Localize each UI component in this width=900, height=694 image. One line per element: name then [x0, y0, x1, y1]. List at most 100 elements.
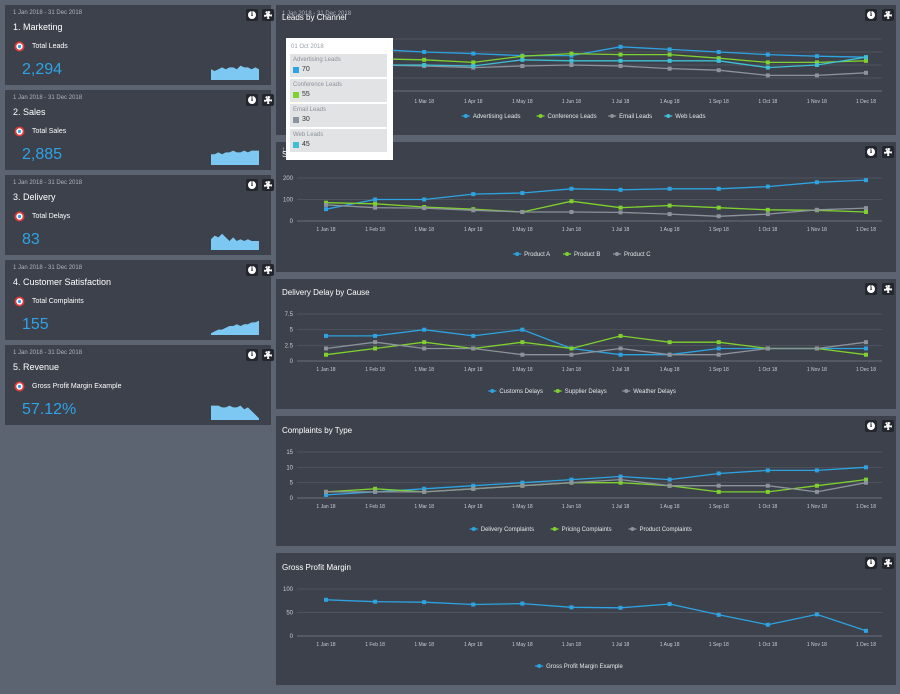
- data-point: [471, 64, 476, 69]
- data-point: [814, 180, 819, 185]
- x-tick-label: 1 Sep 18: [709, 367, 729, 373]
- metric-value: 2,885: [22, 146, 63, 163]
- x-tick-label: 1 Mar 18: [414, 99, 434, 105]
- data-point: [765, 483, 770, 488]
- settings-button[interactable]: [882, 9, 894, 21]
- gear-icon: [264, 351, 272, 359]
- info-button[interactable]: i: [246, 94, 258, 106]
- gear-icon: [884, 11, 892, 19]
- y-tick-label: 15: [286, 450, 293, 456]
- info-button[interactable]: i: [865, 420, 877, 432]
- settings-button[interactable]: [882, 283, 894, 295]
- x-tick-label: 1 Apr 18: [464, 642, 483, 648]
- info-icon: i: [867, 148, 875, 156]
- legend-marker: [624, 389, 629, 393]
- data-point: [618, 205, 623, 210]
- data-point: [765, 468, 770, 473]
- x-tick-label: 1 Dec 18: [856, 642, 876, 648]
- data-point: [667, 186, 672, 191]
- line-chart: 0 5 10 15 1 Jan 18 1 Feb 18 1 Mar 18 1 Apr 18 1 …: [286, 450, 882, 533]
- y-tick-label: 100: [283, 587, 294, 593]
- x-tick-label: 1 Jan 18: [316, 504, 335, 510]
- kpi-title: 3. Delivery: [13, 192, 56, 202]
- data-point: [667, 483, 672, 488]
- settings-button[interactable]: [262, 94, 274, 106]
- data-point: [569, 209, 574, 214]
- data-point: [520, 601, 525, 606]
- y-tick-label: 100: [283, 198, 294, 204]
- tooltip-item: Conference Leads 55: [290, 79, 387, 102]
- settings-button[interactable]: [882, 420, 894, 432]
- info-button[interactable]: i: [865, 283, 877, 295]
- data-point: [864, 628, 868, 633]
- x-tick-label: 1 Nov 18: [807, 99, 827, 105]
- legend-marker: [565, 252, 570, 256]
- kpi-panel[interactable]: 1 Jan 2018 - 31 Dec 2018 5. Revenue Gross …: [5, 345, 274, 425]
- data-point: [569, 58, 574, 63]
- data-point: [667, 602, 672, 607]
- kpi-panel[interactable]: 1 Jan 2018 - 31 Dec 2018 3. Delivery Total…: [5, 175, 274, 255]
- data-point: [618, 64, 623, 69]
- kpi-panel[interactable]: 1 Jan 2018 - 31 Dec 2018 1. Marketing Tota…: [5, 5, 274, 85]
- data-point: [765, 52, 770, 57]
- data-point: [324, 489, 328, 494]
- x-tick-label: 1 Aug 18: [660, 99, 680, 105]
- settings-button[interactable]: [882, 146, 894, 158]
- metric-label: Gross Profit Margin Example: [32, 383, 122, 390]
- kpi-panel[interactable]: 1 Jan 2018 - 31 Dec 2018 4. Customer Sati…: [5, 260, 274, 340]
- gear-icon: [264, 181, 272, 189]
- data-point: [324, 200, 328, 205]
- x-tick-label: 1 Jul 18: [612, 227, 630, 233]
- data-point: [716, 612, 721, 617]
- settings-button[interactable]: [262, 349, 274, 361]
- data-point: [864, 477, 868, 482]
- legend-label: Gross Profit Margin Example: [546, 664, 623, 670]
- data-point: [667, 58, 672, 63]
- target-logo-icon: [14, 41, 25, 52]
- legend-label: Pricing Complaints: [562, 527, 612, 533]
- data-point: [765, 184, 770, 189]
- x-tick-label: 1 Aug 18: [660, 642, 680, 648]
- settings-button[interactable]: [262, 264, 274, 276]
- data-point: [618, 52, 623, 57]
- data-point: [814, 73, 819, 78]
- info-button[interactable]: i: [865, 146, 877, 158]
- info-icon: i: [248, 266, 256, 274]
- info-button[interactable]: i: [865, 557, 877, 569]
- chart-panel: 1 Jan 2018 - 31 Dec 2018Sales by Product…: [276, 142, 896, 272]
- x-tick-label: 1 Jun 18: [562, 99, 581, 105]
- settings-button[interactable]: [262, 9, 274, 21]
- series-line: [325, 52, 867, 64]
- info-button[interactable]: i: [246, 264, 258, 276]
- x-tick-label: 1 Sep 18: [709, 99, 729, 105]
- info-button[interactable]: i: [246, 349, 258, 361]
- data-point: [569, 352, 574, 357]
- data-point: [520, 64, 525, 69]
- data-point: [716, 58, 721, 63]
- data-point: [422, 63, 427, 67]
- data-point: [422, 600, 427, 605]
- data-point: [324, 202, 328, 207]
- data-point: [864, 206, 868, 211]
- info-button[interactable]: i: [246, 179, 258, 191]
- data-point: [471, 602, 476, 607]
- gear-icon: [264, 11, 272, 19]
- data-point: [618, 346, 623, 351]
- x-tick-label: 1 Nov 18: [807, 504, 827, 510]
- settings-button[interactable]: [262, 179, 274, 191]
- data-point: [667, 340, 672, 345]
- x-tick-label: 1 Dec 18: [856, 504, 876, 510]
- kpi-panel[interactable]: 1 Jan 2018 - 31 Dec 2018 2. Sales Total Sa…: [5, 90, 274, 170]
- settings-button[interactable]: [882, 557, 894, 569]
- x-tick-label: 1 Dec 18: [856, 99, 876, 105]
- y-tick-label: 50: [286, 611, 293, 617]
- metric-value: 2,294: [22, 61, 63, 78]
- target-logo-icon: [14, 211, 25, 222]
- data-point: [422, 346, 427, 351]
- data-point: [667, 47, 672, 52]
- info-button[interactable]: i: [865, 9, 877, 21]
- info-button[interactable]: i: [246, 9, 258, 21]
- sparkline: [211, 65, 259, 80]
- data-point: [864, 55, 868, 60]
- x-tick-label: 1 Sep 18: [709, 227, 729, 233]
